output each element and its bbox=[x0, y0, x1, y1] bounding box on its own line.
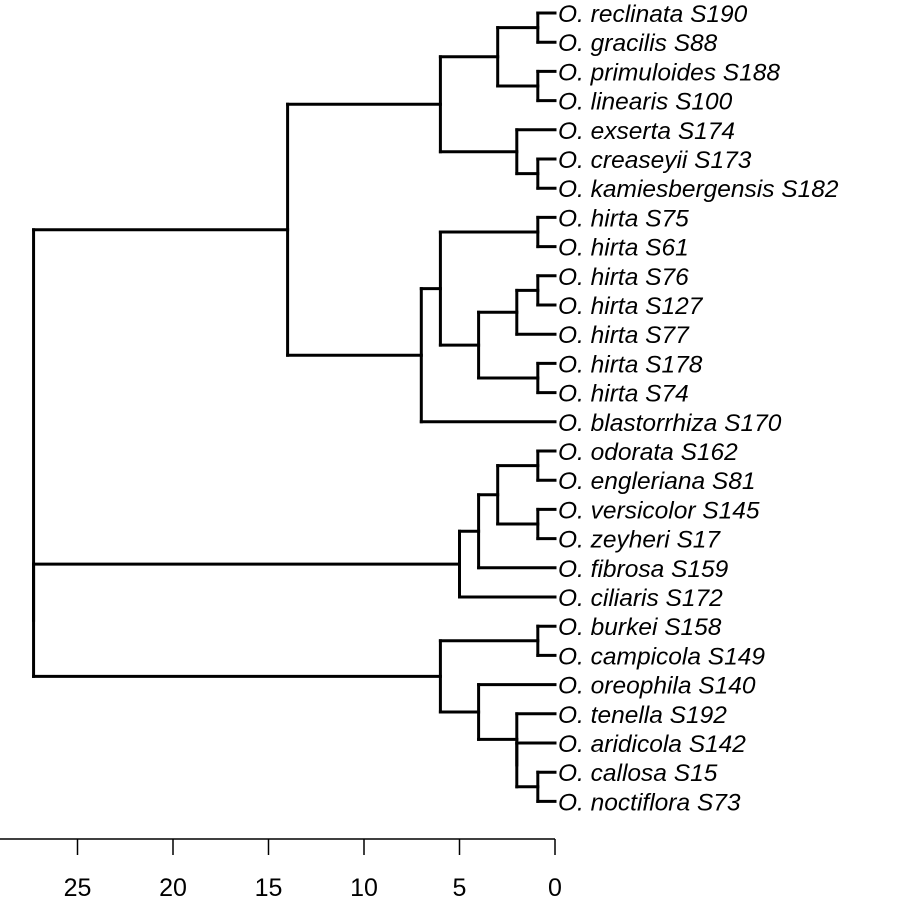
tip-label-12: O. hirta S178 bbox=[558, 351, 703, 378]
tip-label-1: O. gracilis S88 bbox=[558, 30, 718, 57]
tip-label-6: O. kamiesbergensis S182 bbox=[558, 176, 839, 203]
x-axis: 25 20 15 10 5 0 bbox=[0, 838, 562, 902]
tip-label-2: O. primuloides S188 bbox=[558, 59, 780, 86]
tip-label-5: O. creaseyii S173 bbox=[558, 147, 752, 174]
branches bbox=[32, 11, 557, 803]
tip-label-20: O. ciliaris S172 bbox=[558, 585, 723, 612]
axis-tick-label-4: 5 bbox=[453, 874, 467, 902]
tip-label-22: O. campicola S149 bbox=[558, 643, 765, 670]
tip-label-8: O. hirta S61 bbox=[558, 235, 689, 262]
axis-tick-label-0: 25 bbox=[64, 874, 92, 902]
tip-label-9: O. hirta S76 bbox=[558, 264, 689, 291]
tip-label-7: O. hirta S75 bbox=[558, 205, 689, 232]
tip-label-3: O. linearis S100 bbox=[558, 89, 733, 116]
axis-tick-label-2: 15 bbox=[255, 874, 283, 902]
tip-label-25: O. aridicola S142 bbox=[558, 731, 746, 758]
axis-tick-label-5: 0 bbox=[548, 874, 562, 902]
tip-label-15: O. odorata S162 bbox=[558, 439, 738, 466]
axis-tick-label-1: 20 bbox=[159, 874, 187, 902]
tip-label-23: O. oreophila S140 bbox=[558, 673, 756, 700]
tip-label-17: O. versicolor S145 bbox=[558, 497, 760, 524]
tip-label-4: O. exserta S174 bbox=[558, 118, 735, 145]
tip-label-16: O. engleriana S81 bbox=[558, 468, 756, 495]
tip-label-14: O. blastorrhiza S170 bbox=[558, 410, 782, 437]
tip-label-27: O. noctiflora S73 bbox=[558, 789, 741, 816]
tip-label-18: O. zeyheri S17 bbox=[558, 527, 721, 554]
tip-label-0: O. reclinata S190 bbox=[558, 1, 748, 28]
tip-label-21: O. burkei S158 bbox=[558, 614, 722, 641]
tip-label-11: O. hirta S77 bbox=[558, 322, 690, 349]
tip-label-10: O. hirta S127 bbox=[558, 293, 704, 320]
tip-label-13: O. hirta S74 bbox=[558, 381, 689, 408]
tip-label-26: O. callosa S15 bbox=[558, 760, 718, 787]
tip-label-24: O. tenella S192 bbox=[558, 702, 727, 729]
tip-label-19: O. fibrosa S159 bbox=[558, 556, 729, 583]
axis-tick-label-3: 10 bbox=[350, 874, 378, 902]
